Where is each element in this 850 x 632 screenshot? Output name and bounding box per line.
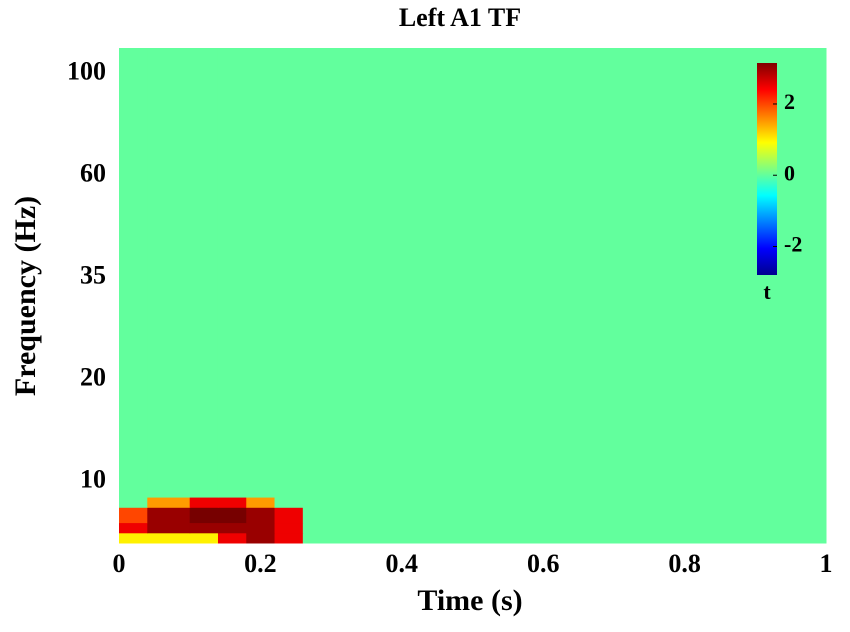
heat-cell: [147, 48, 191, 498]
y-tick-label: 20: [80, 363, 106, 392]
heat-cell: [302, 507, 827, 524]
heat-cell: [189, 497, 219, 508]
y-tick-label: 100: [67, 56, 106, 85]
x-tick-label: 1: [820, 549, 833, 578]
heat-cell: [189, 507, 219, 524]
heat-cell: [246, 48, 276, 498]
heat-cell: [274, 532, 304, 544]
heat-cell: [189, 532, 219, 544]
x-axis-label: Time (s): [417, 584, 522, 617]
heat-cell: [274, 507, 304, 524]
y-axis-label: Frequency (Hz): [9, 196, 42, 396]
heat-cell: [189, 522, 219, 534]
heat-cell: [302, 522, 827, 534]
heat-cell: [302, 497, 827, 508]
heat-cell: [217, 48, 247, 498]
heat-cell: [217, 522, 247, 534]
heat-cell: [217, 507, 247, 524]
x-tick-label: 0.2: [244, 549, 277, 578]
heat-cell: [246, 532, 276, 544]
heat-cell: [119, 507, 148, 524]
heat-cell: [147, 522, 191, 534]
colorbar: [757, 63, 777, 275]
heat-cell: [217, 532, 247, 544]
heat-cell: [274, 522, 304, 534]
heat-cell: [119, 497, 148, 508]
y-tick-label: 60: [80, 159, 106, 188]
y-tick-label: 35: [80, 261, 106, 290]
x-tick-label: 0.4: [386, 549, 419, 578]
colorbar-tick-label: 2: [784, 89, 795, 114]
heat-cell: [274, 48, 304, 498]
heat-cell: [147, 532, 191, 544]
heat-cell: [302, 532, 827, 544]
x-tick-label: 0.6: [527, 549, 560, 578]
colorbar-tick-label: 0: [784, 160, 795, 185]
colorbar-tick-label: -2: [784, 232, 802, 257]
heat-cell: [119, 48, 148, 498]
heat-cell: [119, 522, 148, 534]
colorbar-label: t: [763, 279, 771, 304]
heat-cell: [302, 48, 827, 498]
heat-cell: [189, 48, 219, 498]
heat-cell: [246, 497, 276, 508]
heatmap: [119, 48, 827, 544]
x-tick-label: 0: [113, 549, 126, 578]
heat-cell: [246, 522, 276, 534]
heat-cell: [147, 507, 191, 524]
heat-cell: [274, 497, 304, 508]
heat-cell: [147, 497, 191, 508]
heat-cell: [246, 507, 276, 524]
heat-cell: [119, 532, 148, 544]
chart-title: Left A1 TF: [399, 3, 521, 32]
x-tick-label: 0.8: [668, 549, 701, 578]
y-tick-label: 10: [80, 465, 106, 494]
heat-cell: [217, 497, 247, 508]
